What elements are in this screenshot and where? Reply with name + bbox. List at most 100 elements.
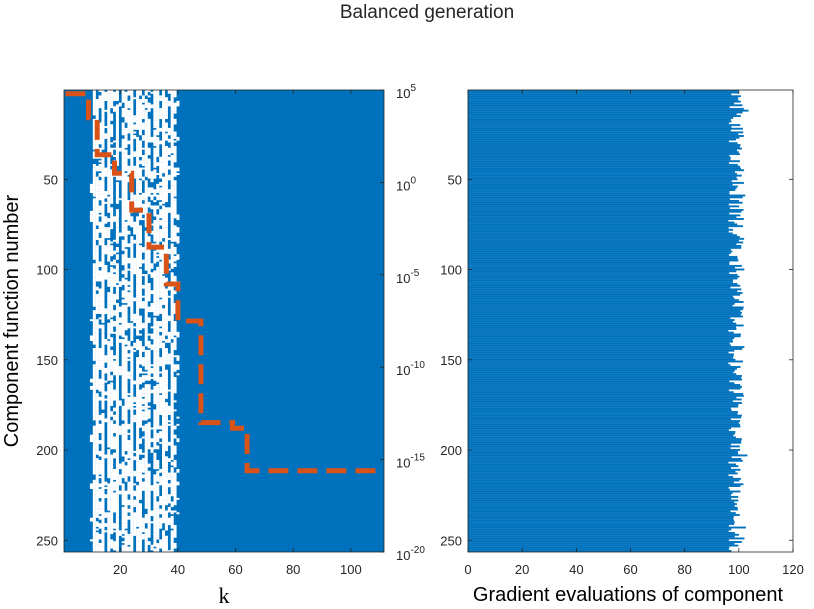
- heatmap-cell: [147, 95, 151, 98]
- heatmap-cell: [141, 371, 145, 374]
- heatmap-cell: [92, 272, 96, 278]
- heatmap-cell: [141, 286, 145, 289]
- bar: [467, 236, 740, 238]
- heatmap-cell: [113, 355, 117, 360]
- heatmap-cell: [162, 162, 166, 166]
- heatmap-cell: [170, 413, 174, 415]
- heatmap-cell: [92, 198, 96, 204]
- heatmap-cell: [107, 463, 111, 470]
- heatmap-cell: [156, 422, 160, 425]
- heatmap-cell: [144, 274, 148, 278]
- heatmap-cell: [159, 201, 163, 206]
- heatmap-cell: [107, 418, 111, 423]
- heatmap-cell: [101, 449, 105, 453]
- heatmap-cell: [92, 297, 96, 300]
- heatmap-cell: [95, 357, 99, 363]
- heatmap-cell: [130, 122, 134, 129]
- bar: [467, 243, 737, 246]
- heatmap-cell: [167, 315, 171, 322]
- heatmap-cell: [144, 425, 148, 428]
- heatmap-cell: [136, 200, 140, 206]
- heatmap-cell: [110, 102, 114, 107]
- heatmap-cell: [98, 508, 102, 515]
- heatmap-cell: [95, 521, 99, 526]
- heatmap-cell: [170, 382, 174, 388]
- heatmap-cell: [98, 306, 102, 311]
- heatmap-cell: [156, 501, 160, 506]
- heatmap-cell: [173, 118, 177, 125]
- heatmap-cell: [144, 416, 148, 421]
- bar: [467, 362, 729, 365]
- heatmap-cell: [164, 221, 168, 228]
- heatmap-cell: [170, 109, 174, 112]
- heatmap-cell: [141, 160, 145, 166]
- heatmap-cell: [130, 306, 134, 311]
- heatmap-cell: [167, 411, 171, 415]
- heatmap-cell: [130, 438, 134, 444]
- heatmap-cell: [153, 387, 157, 390]
- heatmap-cell: [113, 423, 117, 428]
- heatmap-cell: [101, 97, 105, 100]
- heatmap-cell: [107, 165, 111, 170]
- heatmap-cell: [110, 342, 114, 345]
- heatmap-cell: [144, 160, 148, 163]
- heatmap-cell: [124, 221, 128, 226]
- heatmap-cell: [107, 250, 111, 255]
- heatmap-cell: [170, 122, 174, 127]
- bar: [467, 441, 742, 444]
- heatmap-cell: [153, 445, 157, 450]
- heatmap-cell: [113, 541, 117, 547]
- heatmap-cell: [130, 236, 134, 240]
- bar: [467, 131, 744, 134]
- bar: [467, 250, 733, 253]
- heatmap-cell: [173, 183, 177, 186]
- heatmap-cell: [150, 91, 154, 94]
- heatmap-cell: [95, 198, 99, 203]
- heatmap-cell: [164, 456, 168, 461]
- heatmap-cell: [162, 127, 166, 130]
- heatmap-cell: [147, 512, 151, 518]
- heatmap-cell: [89, 319, 93, 322]
- heatmap-cell: [138, 515, 142, 522]
- heatmap-cell: [164, 122, 168, 129]
- bar: [467, 315, 743, 318]
- heatmap-cell: [147, 201, 151, 204]
- heatmap-cell: [89, 436, 93, 443]
- heatmap-cell: [121, 93, 125, 100]
- heatmap-cell: [170, 414, 174, 421]
- heatmap-cell: [164, 416, 168, 419]
- heatmap-cell: [173, 326, 177, 332]
- heatmap-cell: [170, 198, 174, 203]
- heatmap-cell: [118, 474, 122, 480]
- heatmap-cell: [121, 174, 125, 177]
- heatmap-cell: [110, 212, 114, 217]
- heatmap-cell: [156, 108, 160, 114]
- heatmap-cell: [121, 514, 125, 520]
- heatmap-cell: [98, 450, 102, 457]
- heatmap-cell: [138, 124, 142, 127]
- heatmap-cell: [153, 317, 157, 320]
- heatmap-cell: [147, 432, 151, 437]
- heatmap-cell: [162, 263, 166, 266]
- heatmap-cell: [101, 494, 105, 497]
- heatmap-cell: [170, 145, 174, 148]
- heatmap-cell: [113, 506, 117, 513]
- heatmap-cell: [95, 508, 99, 511]
- heatmap-cell: [167, 409, 171, 412]
- heatmap-cell: [115, 95, 119, 101]
- heatmap-cell: [101, 102, 105, 109]
- heatmap-cell: [138, 201, 142, 208]
- heatmap-cell: [124, 265, 128, 267]
- heatmap-cell: [121, 550, 125, 556]
- heatmap-cell: [162, 254, 166, 258]
- heatmap-cell: [144, 530, 148, 533]
- heatmap-cell: [124, 530, 128, 535]
- heatmap-cell: [141, 393, 145, 397]
- heatmap-cell: [170, 353, 174, 358]
- heatmap-cell: [124, 367, 128, 372]
- heatmap-cell: [124, 405, 128, 412]
- heatmap-cell: [92, 405, 96, 412]
- heatmap-cell: [110, 261, 114, 266]
- heatmap-cell: [121, 405, 125, 410]
- heatmap-cell: [173, 364, 177, 370]
